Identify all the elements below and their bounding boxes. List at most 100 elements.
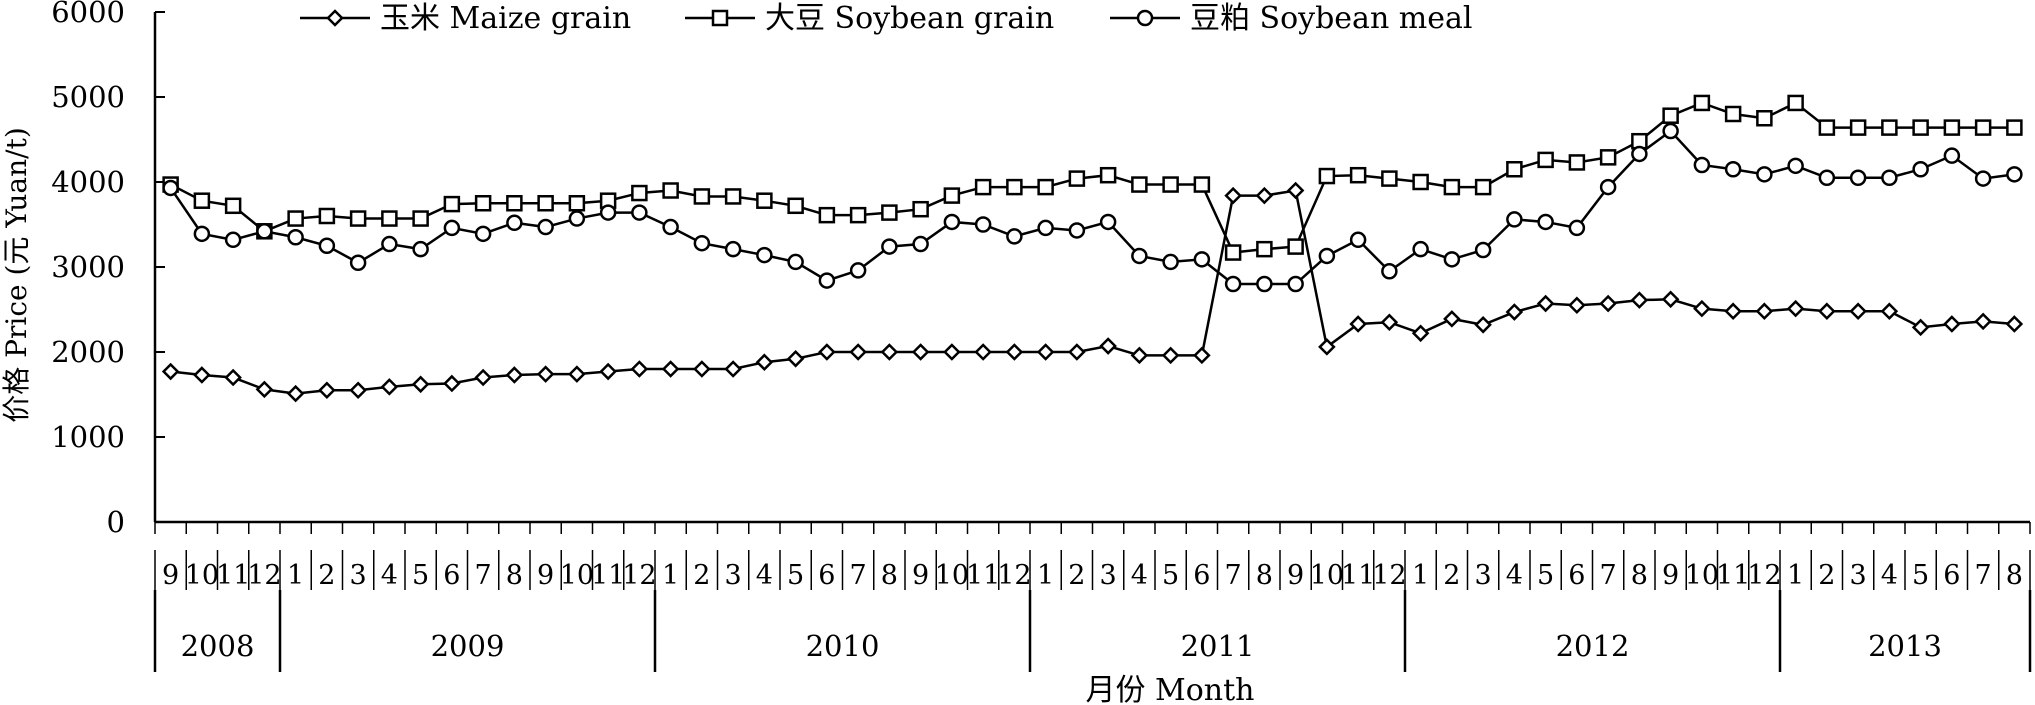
data-point: [1599, 178, 1617, 196]
data-point: [1474, 241, 1492, 259]
data-point: [631, 184, 648, 202]
data-point: [911, 343, 930, 361]
series-1: [161, 181, 2024, 403]
data-point: [1943, 119, 1961, 136]
data-point: [1787, 94, 1804, 112]
data-point: [1849, 302, 1867, 320]
data-point: [256, 223, 273, 240]
data-point: [1474, 178, 1492, 196]
month-label: 8: [1256, 560, 1273, 591]
data-point: [1662, 122, 1679, 140]
data-point: [1443, 178, 1461, 196]
data-point: [631, 204, 648, 221]
data-point: [2006, 119, 2023, 136]
data-point: [1037, 219, 1054, 237]
data-point: [1787, 157, 1804, 175]
data-point: [662, 182, 679, 199]
data-point: [537, 195, 554, 212]
month-label: 7: [1975, 560, 1992, 591]
month-label: 6: [443, 560, 460, 591]
data-point: [1287, 238, 1304, 255]
data-point: [1349, 231, 1367, 249]
month-label: 2: [1443, 560, 1460, 591]
legend-marker: [711, 9, 729, 27]
month-label: 12: [622, 560, 656, 591]
series-3: [162, 122, 2023, 293]
data-point: [161, 362, 180, 381]
month-label: 5: [1912, 560, 1929, 591]
data-point: [506, 195, 523, 212]
data-point: [849, 343, 867, 361]
data-point: [1661, 290, 1680, 309]
month-label: 8: [1631, 560, 1648, 591]
data-point: [1068, 222, 1086, 239]
month-label: 10: [935, 560, 969, 591]
month-label: 6: [1943, 560, 1960, 591]
month-label: 5: [412, 560, 429, 591]
data-point: [193, 366, 211, 384]
month-label: 3: [1850, 560, 1867, 591]
data-point: [381, 210, 398, 227]
data-point: [1193, 176, 1211, 193]
month-label: 7: [1225, 560, 1242, 591]
data-point: [1568, 296, 1586, 315]
year-label: 2009: [431, 629, 505, 663]
month-label: 10: [185, 560, 219, 591]
data-point: [1724, 105, 1742, 123]
data-point: [1256, 275, 1273, 293]
data-point: [724, 360, 742, 378]
data-point: [1943, 315, 1961, 333]
month-label: 8: [2006, 560, 2023, 591]
data-point: [537, 218, 554, 236]
month-label: 4: [756, 560, 773, 591]
data-point: [599, 204, 617, 221]
data-point: [506, 214, 523, 232]
series-2: [162, 94, 2023, 261]
data-point: [1630, 291, 1649, 309]
data-point: [1318, 338, 1336, 356]
data-point: [1381, 170, 1398, 187]
data-point: [1912, 161, 1929, 178]
data-point: [1786, 299, 1805, 318]
data-point: [661, 360, 680, 378]
data-point: [349, 381, 367, 400]
month-label: 12: [247, 560, 281, 591]
data-point: [1131, 247, 1148, 265]
data-point: [1255, 186, 1274, 205]
month-label: 9: [1662, 560, 1679, 591]
month-label: 10: [1685, 560, 1719, 591]
month-label: 10: [560, 560, 594, 591]
month-label: 4: [1506, 560, 1523, 591]
data-point: [349, 254, 367, 271]
legend-label: 大豆 Soybean grain: [765, 1, 1054, 36]
month-label: 12: [997, 560, 1031, 591]
data-point: [349, 210, 367, 227]
y-tick-label: 5000: [51, 80, 125, 114]
y-tick-label: 0: [107, 505, 125, 539]
data-point: [1224, 275, 1242, 293]
legend-item: 大豆 Soybean grain: [685, 1, 1054, 36]
data-point: [536, 365, 555, 383]
data-point: [756, 192, 773, 209]
data-point: [818, 206, 836, 224]
data-point: [630, 360, 649, 378]
month-label: 2: [1068, 560, 1085, 591]
month-label: 3: [725, 560, 742, 591]
data-point: [287, 229, 304, 246]
data-point: [318, 207, 336, 225]
legend-marker: [1136, 9, 1154, 27]
data-point: [881, 204, 898, 221]
data-point: [943, 343, 961, 361]
data-point: [1880, 302, 1899, 320]
data-point: [474, 195, 492, 212]
month-label: 8: [506, 560, 523, 591]
data-point: [1693, 156, 1711, 174]
data-point: [474, 368, 492, 387]
month-label: 6: [818, 560, 835, 591]
data-point: [881, 238, 898, 255]
data-point: [943, 187, 961, 204]
year-label: 2008: [181, 629, 255, 663]
data-point: [1506, 161, 1523, 178]
data-point: [1974, 312, 1992, 331]
data-point: [912, 235, 929, 253]
